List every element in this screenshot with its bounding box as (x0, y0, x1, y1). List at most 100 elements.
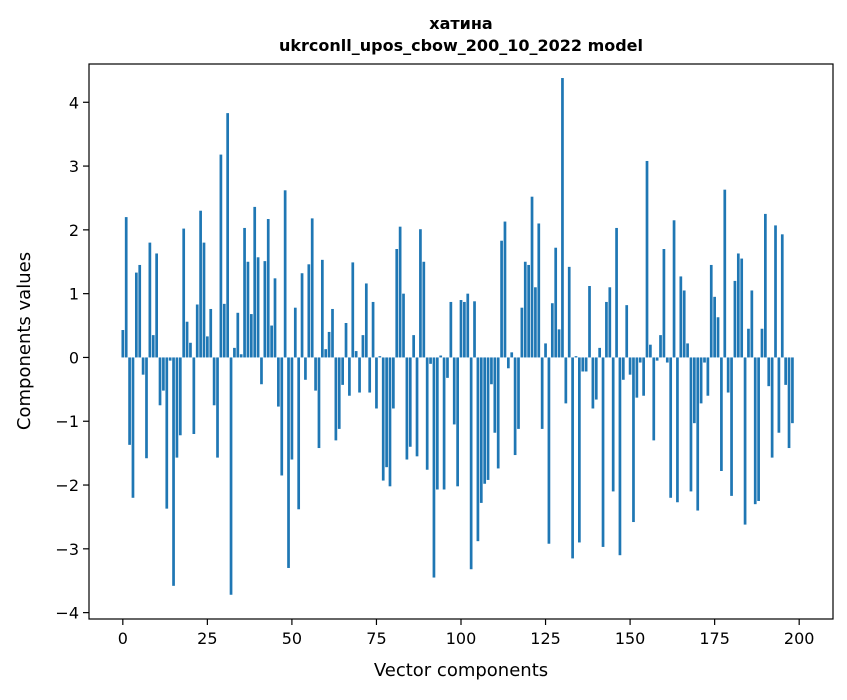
bar-component-63 (334, 357, 338, 441)
bar-component-198 (791, 357, 794, 424)
bar-component-52 (297, 357, 301, 510)
bar-component-141 (598, 347, 602, 358)
bar-component-161 (665, 357, 669, 363)
bar-component-25 (206, 336, 209, 358)
x-tick-label: 100 (446, 629, 477, 648)
bar-component-77 (381, 357, 385, 481)
bar-component-140 (594, 357, 598, 400)
bar-component-172 (703, 357, 706, 363)
bar-component-103 (469, 357, 473, 570)
bar-component-94 (439, 355, 443, 358)
bar-component-142 (601, 357, 605, 547)
bar-component-119 (523, 261, 527, 358)
bar-component-160 (662, 249, 666, 358)
bar-component-69 (354, 351, 358, 358)
bar-component-154 (642, 357, 645, 396)
bar-component-74 (371, 301, 375, 358)
x-tick-label: 125 (530, 629, 561, 648)
bar-component-115 (510, 352, 514, 358)
bar-component-7 (145, 357, 148, 459)
bar-component-159 (659, 335, 662, 358)
bar-component-114 (506, 357, 510, 369)
bar-component-99 (456, 357, 459, 487)
bar-component-5 (138, 264, 142, 358)
bar-component-44 (270, 325, 273, 358)
bar-component-53 (300, 273, 304, 358)
bar-component-0 (121, 330, 125, 358)
x-tick-label: 150 (615, 629, 646, 648)
y-tick-label: 2 (69, 221, 79, 240)
y-tick-label: −2 (55, 476, 79, 495)
bar-component-116 (513, 357, 517, 456)
bar-component-96 (446, 357, 449, 378)
bar-component-134 (574, 356, 578, 358)
bar-component-187 (753, 357, 757, 505)
bar-component-183 (740, 258, 744, 358)
bar-component-35 (239, 354, 243, 358)
x-tick-label: 200 (784, 629, 815, 648)
bar-component-101 (463, 301, 466, 358)
bar-component-153 (638, 357, 642, 363)
bar-component-102 (466, 293, 470, 358)
bar-component-9 (151, 335, 155, 358)
bar-component-4 (134, 272, 138, 358)
x-tick-label: 25 (197, 629, 217, 648)
bar-component-1 (124, 217, 128, 358)
bar-component-47 (280, 357, 284, 476)
bar-component-82 (398, 226, 402, 358)
bar-component-164 (676, 357, 679, 503)
y-tick-label: 0 (69, 348, 79, 367)
bar-component-191 (767, 357, 771, 387)
bar-component-80 (392, 357, 395, 409)
bar-component-169 (692, 357, 696, 424)
bar-component-73 (368, 357, 372, 393)
y-axis-ticks: −4 −3 −2 −1 0 1 2 3 4 (55, 93, 89, 623)
bar-component-113 (503, 221, 507, 358)
bars-group (121, 78, 794, 595)
bar-component-157 (652, 357, 656, 441)
bar-component-65 (341, 357, 344, 385)
bar-component-93 (435, 357, 439, 490)
bar-component-56 (310, 218, 314, 358)
y-tick-label: −1 (55, 412, 79, 431)
bar-component-86 (412, 335, 416, 358)
bar-component-127 (550, 303, 554, 358)
bar-component-179 (726, 357, 730, 393)
bar-component-62 (331, 308, 334, 358)
bar-component-88 (419, 229, 422, 358)
x-tick-label: 175 (699, 629, 730, 648)
bar-component-181 (733, 280, 737, 358)
bar-component-163 (672, 220, 676, 358)
bar-component-120 (527, 264, 530, 358)
bar-component-24 (202, 242, 206, 358)
bar-component-137 (584, 357, 588, 372)
bar-component-84 (405, 357, 409, 460)
bar-component-125 (544, 343, 547, 358)
bar-component-18 (182, 228, 186, 358)
bar-component-150 (628, 357, 632, 375)
bar-component-108 (486, 357, 490, 480)
x-tick-label: 50 (282, 629, 302, 648)
bar-component-28 (216, 357, 219, 458)
bar-component-132 (567, 266, 571, 358)
bar-component-90 (425, 357, 429, 470)
bar-component-50 (290, 357, 294, 460)
bar-component-170 (696, 357, 700, 511)
bar-component-175 (713, 296, 716, 358)
bar-component-71 (361, 335, 365, 358)
bar-component-42 (263, 261, 267, 358)
bar-component-32 (229, 357, 233, 595)
bar-component-95 (442, 357, 446, 490)
bar-component-130 (561, 78, 564, 358)
bar-component-58 (317, 357, 321, 449)
x-axis-ticks: 0 25 50 75 100 125 150 175 200 (118, 619, 815, 648)
bar-component-178 (723, 189, 727, 358)
bar-component-173 (706, 357, 710, 396)
bar-component-176 (716, 317, 720, 358)
bar-component-180 (730, 357, 733, 496)
bar-component-36 (243, 227, 246, 358)
bar-component-61 (327, 331, 331, 358)
bar-component-145 (611, 357, 615, 492)
bar-component-128 (554, 247, 558, 358)
bar-component-2 (128, 357, 131, 445)
